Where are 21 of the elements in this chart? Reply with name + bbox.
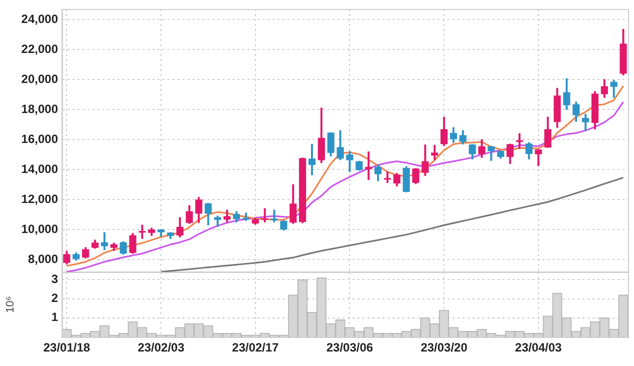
y-tick-label: 18,000: [21, 102, 58, 116]
y-tick-label: 14,000: [21, 162, 58, 176]
x-tick-label: 23/03/06: [326, 340, 374, 355]
y-tick-label: 3: [51, 272, 58, 286]
y-tick-label: 24,000: [21, 12, 58, 26]
candlestick: [261, 208, 268, 222]
x-tick-label: 23/02/17: [232, 340, 280, 355]
y-tick-label: 22,000: [21, 42, 58, 56]
x-tick-label: 23/01/18: [43, 340, 90, 355]
candlestick: [138, 224, 146, 239]
x-tick-label: 23/03/20: [420, 340, 468, 355]
y-axis-title: 10⁶: [4, 296, 17, 313]
y-tick-label: 8,000: [28, 252, 58, 266]
y-tick-label: 1: [51, 310, 58, 324]
y-tick-label: 20,000: [21, 72, 58, 86]
x-tick-label: 23/02/03: [138, 340, 185, 355]
y-tick-label: 16,000: [21, 132, 58, 146]
y-tick-label: 12,000: [21, 192, 58, 206]
y-tick-label: 2: [51, 291, 58, 306]
y-tick-label: 10,000: [21, 222, 58, 236]
x-tick-label: 23/04/03: [515, 340, 562, 355]
